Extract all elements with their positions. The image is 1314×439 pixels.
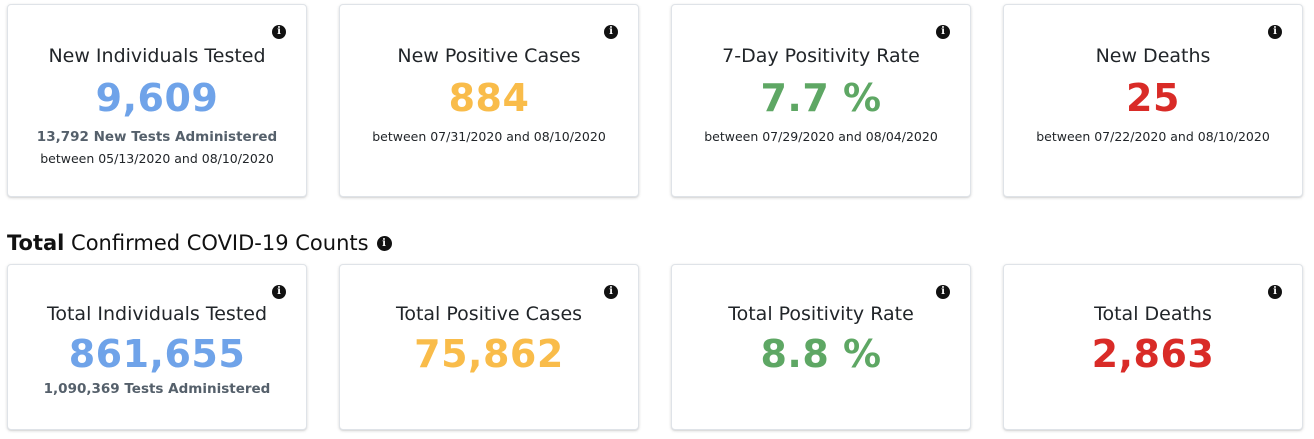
new-deaths-card: i New Deaths 25 between 07/22/2020 and 0… xyxy=(1003,4,1303,197)
section-heading: Total Confirmed COVID-19 Counts i xyxy=(7,229,392,257)
card-subtext: 13,792 New Tests Administered xyxy=(36,129,278,145)
card-value: 8.8 % xyxy=(760,332,882,376)
card-title: Total Positive Cases xyxy=(395,303,583,325)
section-heading-bold: Total xyxy=(7,231,65,255)
card-title: New Individuals Tested xyxy=(48,45,266,67)
total-positivity-rate-card: i Total Positivity Rate 8.8 % xyxy=(671,264,971,430)
section-heading-text: Confirmed COVID-19 Counts xyxy=(64,231,369,255)
info-icon[interactable]: i xyxy=(1268,285,1282,299)
new-positive-cases-card: i New Positive Cases 884 between 07/31/2… xyxy=(339,4,639,197)
info-icon[interactable]: i xyxy=(936,25,950,39)
info-icon[interactable]: i xyxy=(604,285,618,299)
total-deaths-card: i Total Deaths 2,863 xyxy=(1003,264,1303,430)
card-period: between 07/22/2020 and 08/10/2020 xyxy=(1036,129,1270,144)
new-individuals-tested-card: i New Individuals Tested 9,609 13,792 Ne… xyxy=(7,4,307,197)
daily-stats-row: i New Individuals Tested 9,609 13,792 Ne… xyxy=(7,4,1307,197)
info-icon[interactable]: i xyxy=(376,236,392,251)
card-value: 75,862 xyxy=(414,332,564,376)
card-value: 884 xyxy=(448,76,530,120)
info-icon[interactable]: i xyxy=(272,25,286,39)
card-title: Total Individuals Tested xyxy=(46,303,268,325)
card-title: New Positive Cases xyxy=(397,45,581,67)
card-title: New Deaths xyxy=(1095,45,1211,67)
seven-day-positivity-rate-card: i 7-Day Positivity Rate 7.7 % between 07… xyxy=(671,4,971,197)
card-value: 861,655 xyxy=(68,332,246,376)
info-icon[interactable]: i xyxy=(604,25,618,39)
card-title: Total Positivity Rate xyxy=(728,303,914,325)
info-icon[interactable]: i xyxy=(1268,25,1282,39)
info-icon[interactable]: i xyxy=(272,285,286,299)
card-period: between 05/13/2020 and 08/10/2020 xyxy=(40,151,274,166)
total-positive-cases-card: i Total Positive Cases 75,862 xyxy=(339,264,639,430)
card-period: between 07/31/2020 and 08/10/2020 xyxy=(372,129,606,144)
card-period: between 07/29/2020 and 08/04/2020 xyxy=(704,129,938,144)
card-value: 9,609 xyxy=(95,76,219,120)
card-title: Total Deaths xyxy=(1094,303,1212,325)
card-value: 2,863 xyxy=(1091,332,1215,376)
card-subtext: 1,090,369 Tests Administered xyxy=(43,381,271,397)
total-stats-row: i Total Individuals Tested 861,655 1,090… xyxy=(7,264,1307,430)
total-individuals-tested-card: i Total Individuals Tested 861,655 1,090… xyxy=(7,264,307,430)
card-value: 25 xyxy=(1126,76,1180,120)
card-value: 7.7 % xyxy=(760,76,882,120)
card-title: 7-Day Positivity Rate xyxy=(722,45,920,67)
info-icon[interactable]: i xyxy=(936,285,950,299)
